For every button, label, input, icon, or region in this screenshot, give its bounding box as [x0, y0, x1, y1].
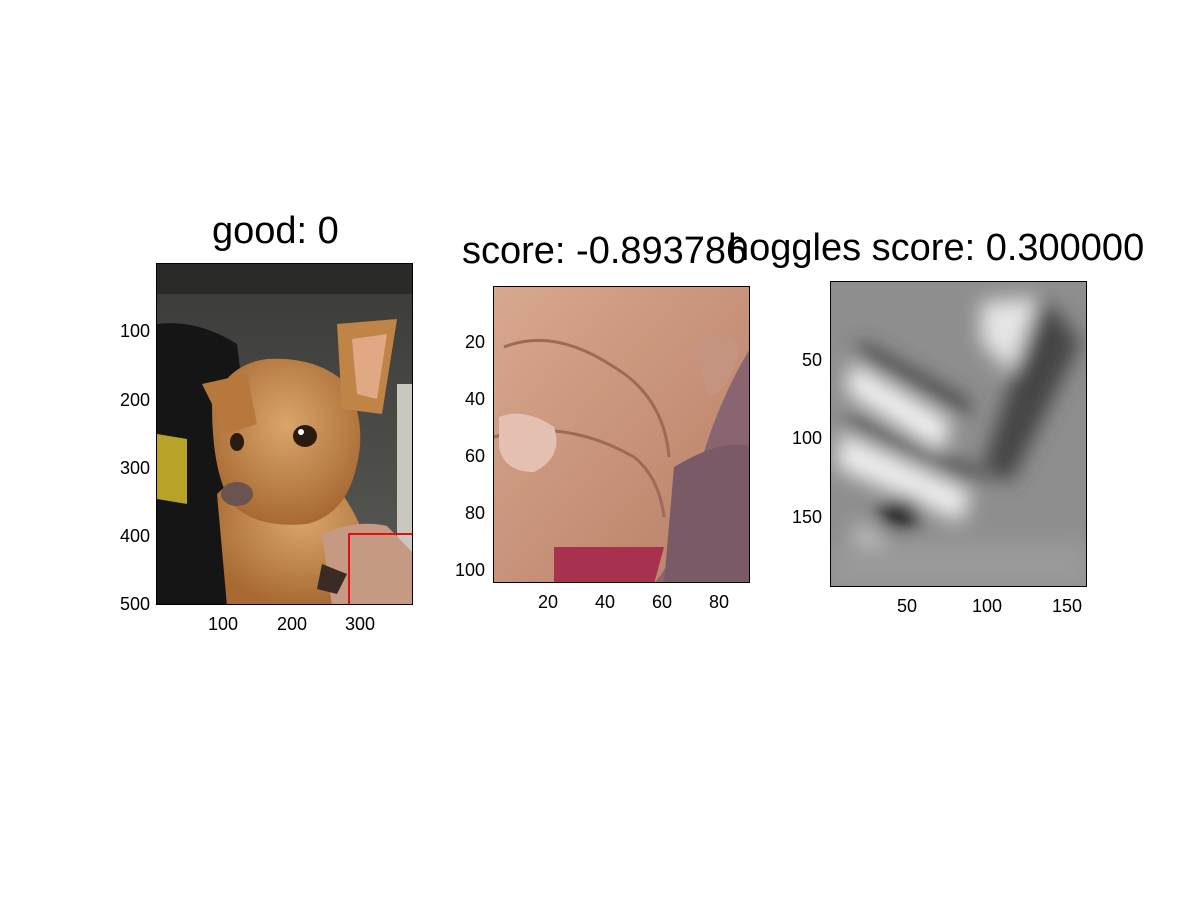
p1-ytick: 500: [119, 594, 150, 614]
crop-box: [348, 533, 412, 604]
p3-xtick: 100: [971, 596, 1003, 616]
p1-ytick: 100: [119, 321, 150, 341]
p3-ytick: 50: [801, 350, 822, 370]
p2-xtick: 80: [708, 592, 730, 612]
p2-xtick: 40: [594, 592, 616, 612]
crop-photo: [493, 286, 750, 583]
p2-xtick: 20: [537, 592, 559, 612]
hoggles-illustration: [831, 282, 1086, 586]
panel-3-title: hoggles score: 0.300000: [728, 227, 1145, 269]
p2-xtick: 60: [651, 592, 673, 612]
p1-xtick: 200: [276, 614, 308, 634]
p3-xtick: 150: [1051, 596, 1083, 616]
p2-ytick: 60: [464, 446, 485, 466]
p2-ytick: 100: [454, 560, 485, 580]
crop-photo-illustration: [494, 287, 749, 582]
p3-xtick: 50: [896, 596, 918, 616]
p2-ytick: 20: [464, 332, 485, 352]
hoggles-image: [830, 281, 1087, 587]
dog-photo: [156, 263, 413, 605]
p3-ytick: 150: [791, 507, 822, 527]
p1-ytick: 300: [119, 458, 150, 478]
panel-1-title: good: 0: [212, 210, 339, 252]
p1-ytick: 400: [119, 526, 150, 546]
p1-xtick: 100: [207, 614, 239, 634]
p3-ytick: 100: [791, 428, 822, 448]
p1-ytick: 200: [119, 390, 150, 410]
panel-2-title: score: -0.893786: [462, 230, 748, 272]
p2-ytick: 40: [464, 389, 485, 409]
p1-xtick: 300: [344, 614, 376, 634]
p2-ytick: 80: [464, 503, 485, 523]
dog-photo-illustration: [157, 264, 412, 604]
